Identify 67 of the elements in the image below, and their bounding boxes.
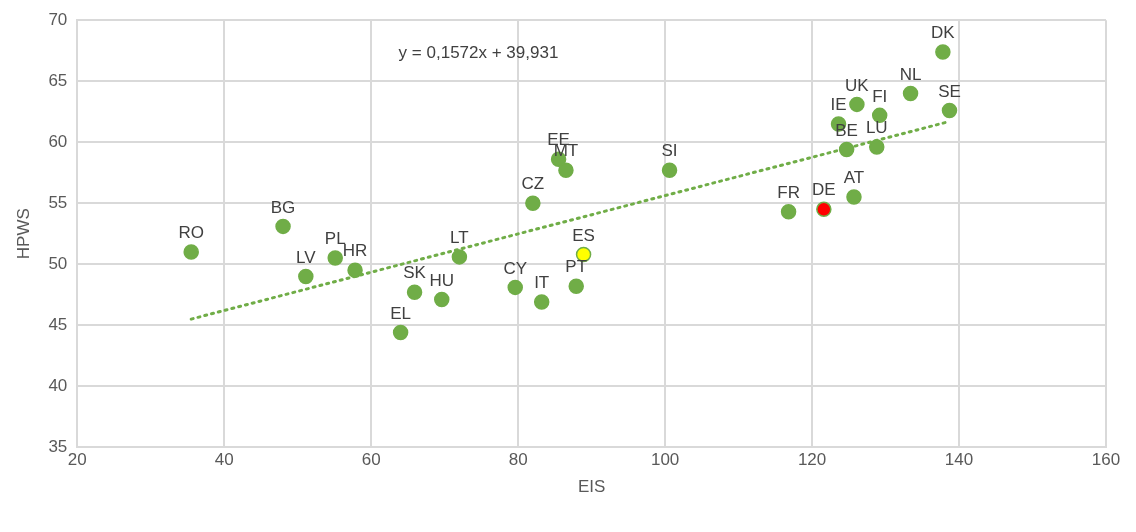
annotation: BE	[835, 120, 858, 140]
x-tick-label: 100	[650, 450, 680, 470]
annotation: IE	[830, 95, 847, 115]
y-tick-label: 55	[48, 192, 68, 212]
point	[298, 268, 314, 285]
y-tick-label: 65	[48, 70, 68, 90]
annotation: AT	[843, 168, 865, 188]
point	[275, 218, 291, 235]
x-tick-label: 160	[1091, 450, 1121, 470]
x-axis-title: EIS	[577, 477, 606, 497]
annotation: FI	[872, 86, 888, 106]
point	[661, 162, 678, 179]
point	[816, 201, 832, 218]
point	[392, 324, 409, 341]
x-tick-label: 20	[67, 450, 87, 470]
point	[558, 162, 574, 179]
annotation: RO	[178, 223, 204, 243]
y-axis-title: HPWS	[13, 208, 33, 260]
annotation: SI	[661, 141, 678, 161]
annotation: CZ	[521, 174, 545, 194]
x-tick-label: 40	[214, 450, 234, 470]
annotation: LV	[296, 247, 317, 267]
point	[846, 189, 862, 205]
x-tick-label: 60	[361, 450, 381, 470]
x-tick-label: 120	[797, 450, 827, 470]
annotation: DK	[931, 23, 956, 43]
point	[406, 284, 423, 301]
annotation: FR	[777, 182, 800, 202]
annotation: LT	[450, 228, 469, 248]
x-tick-label: 80	[508, 450, 528, 470]
point	[451, 249, 468, 265]
annotation: SE	[938, 81, 961, 101]
annotation: PT	[565, 257, 588, 277]
x-tick-label: 140	[944, 450, 974, 470]
annotation: EL	[390, 303, 412, 323]
point	[347, 262, 363, 279]
point	[849, 96, 865, 113]
annotation: NL	[899, 64, 922, 84]
y-tick-label: 70	[48, 9, 68, 29]
annotation: LU	[865, 118, 888, 138]
point	[507, 279, 523, 296]
point	[935, 44, 951, 60]
annotation: SK	[403, 263, 427, 283]
annotation: DE	[812, 180, 836, 200]
point	[327, 250, 343, 266]
y-tick-label: 40	[48, 375, 68, 395]
point	[780, 203, 797, 220]
point	[838, 141, 855, 158]
annotation: y = 0,1572x + 39,931	[398, 43, 559, 63]
y-tick-label: 45	[48, 314, 68, 334]
point	[902, 85, 919, 102]
y-tick-label: 60	[48, 131, 68, 151]
annotation: BG	[270, 197, 296, 217]
annotation: ES	[572, 225, 595, 245]
point	[434, 291, 450, 308]
annotation: IT	[534, 273, 550, 293]
annotation: CY	[503, 258, 528, 278]
y-tick-label: 50	[48, 253, 68, 273]
point	[869, 139, 885, 155]
point	[533, 294, 550, 310]
point	[525, 195, 541, 211]
y-tick-label: 35	[48, 436, 68, 456]
point	[941, 102, 958, 119]
point	[568, 278, 584, 294]
annotation: HU	[429, 270, 455, 290]
point	[183, 244, 199, 260]
annotation: UK	[845, 75, 870, 95]
